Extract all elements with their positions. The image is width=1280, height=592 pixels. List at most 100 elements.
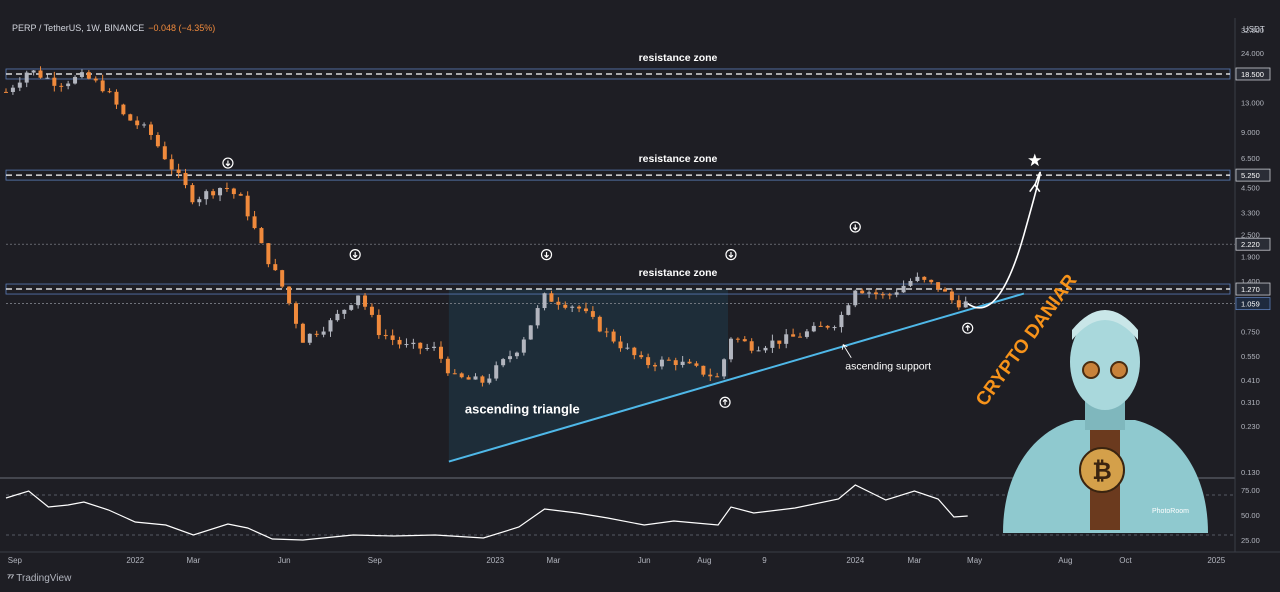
time-axis-tick: Aug bbox=[1058, 556, 1072, 565]
candle bbox=[31, 70, 36, 76]
candle bbox=[100, 74, 105, 93]
candle-body bbox=[943, 289, 948, 292]
arrow-circle bbox=[222, 157, 234, 169]
candle bbox=[749, 338, 754, 354]
price-axis-tick: 2.220 bbox=[1241, 240, 1260, 249]
candle bbox=[363, 293, 368, 310]
candle-body bbox=[853, 290, 858, 306]
candle-body bbox=[949, 291, 954, 301]
candle bbox=[653, 362, 658, 372]
candle bbox=[597, 315, 602, 333]
candle bbox=[300, 322, 305, 343]
candle-body bbox=[666, 359, 671, 361]
candle bbox=[735, 337, 740, 343]
candle bbox=[79, 69, 84, 79]
candle bbox=[238, 192, 243, 196]
candle bbox=[494, 361, 499, 381]
candle bbox=[666, 357, 671, 361]
candle-body bbox=[901, 285, 906, 293]
arrow-head bbox=[722, 398, 728, 403]
candle-body bbox=[825, 325, 830, 328]
up-arrow-circle-icon bbox=[962, 322, 974, 334]
candle bbox=[949, 288, 954, 304]
candle-body bbox=[148, 124, 153, 135]
price-axis-tick: 13.000 bbox=[1241, 98, 1264, 107]
arrow-circle bbox=[349, 249, 361, 261]
bitcoin-glyph: ₿ bbox=[1092, 458, 1112, 485]
candle-body bbox=[832, 327, 837, 329]
price-axis-tick: 5.250 bbox=[1241, 171, 1260, 180]
price-axis-tick: 0.550 bbox=[1241, 352, 1260, 361]
oscillator-axis-tick: 50.00 bbox=[1241, 511, 1260, 520]
bitcoin-coin-icon bbox=[1079, 447, 1125, 493]
candle bbox=[342, 309, 347, 319]
candle-body bbox=[273, 264, 278, 271]
candle bbox=[570, 305, 575, 313]
candle bbox=[701, 365, 706, 377]
candle bbox=[418, 342, 423, 355]
candle-body bbox=[10, 87, 15, 92]
candle bbox=[618, 335, 623, 352]
time-axis-tick: Mar bbox=[908, 556, 922, 565]
arrow-head bbox=[225, 163, 231, 167]
time-axis-tick: Jun bbox=[278, 556, 291, 565]
candle-body bbox=[694, 363, 699, 366]
price-tag bbox=[1235, 67, 1271, 81]
candle-body bbox=[798, 336, 803, 338]
up-arrow-circle-icon bbox=[719, 396, 731, 408]
candle bbox=[438, 341, 443, 363]
candle bbox=[4, 88, 8, 93]
candle-body bbox=[162, 146, 167, 160]
price-tag bbox=[1235, 237, 1271, 251]
candle-body bbox=[894, 292, 899, 295]
arrow-head bbox=[728, 254, 734, 259]
candle bbox=[280, 269, 285, 289]
candle bbox=[114, 89, 119, 109]
candle bbox=[604, 327, 609, 338]
time-axis-tick: 2024 bbox=[846, 556, 864, 565]
support-pointer-head bbox=[841, 344, 848, 350]
price-axis-tick: 1.400 bbox=[1241, 277, 1260, 286]
candle-body bbox=[687, 361, 692, 364]
figure-head bbox=[1070, 314, 1140, 410]
candle bbox=[646, 353, 651, 369]
candle bbox=[673, 357, 678, 371]
price-axis-tick: 0.130 bbox=[1241, 468, 1260, 477]
candle bbox=[390, 329, 395, 346]
candle bbox=[204, 189, 209, 205]
candle-body bbox=[549, 293, 554, 302]
candle-body bbox=[38, 70, 43, 78]
oscillator-axis-tick: 75.00 bbox=[1241, 486, 1260, 495]
tradingview-logo[interactable]: ⁷⁷ TradingView bbox=[7, 573, 71, 584]
candle bbox=[45, 74, 50, 79]
candle bbox=[224, 182, 229, 192]
candle-body bbox=[770, 340, 775, 348]
candle-body bbox=[218, 187, 223, 196]
currency-label[interactable]: USDT bbox=[1243, 25, 1265, 34]
candle bbox=[10, 84, 15, 95]
candle-body bbox=[376, 314, 381, 336]
price-axis-tick: 0.410 bbox=[1241, 376, 1260, 385]
candle-body bbox=[231, 188, 236, 195]
candle-body bbox=[763, 347, 768, 351]
candle-body bbox=[266, 243, 271, 265]
candle-body bbox=[887, 294, 892, 296]
projection-curve bbox=[967, 171, 1041, 309]
figure-hair bbox=[1072, 310, 1138, 340]
candle-body bbox=[777, 340, 782, 344]
candle-body bbox=[252, 216, 257, 229]
pattern-label: ascending triangle bbox=[465, 402, 580, 417]
candle-body bbox=[190, 185, 195, 203]
candle-body bbox=[452, 373, 457, 375]
price-axis-tick: 9.000 bbox=[1241, 128, 1260, 137]
candle-body bbox=[659, 359, 664, 367]
candle bbox=[218, 187, 223, 202]
candle-body bbox=[238, 194, 243, 196]
candle bbox=[556, 297, 561, 310]
candle-body bbox=[197, 199, 202, 203]
candle-body bbox=[397, 339, 402, 345]
candle-body bbox=[508, 356, 513, 360]
candle-body bbox=[383, 335, 388, 337]
candle-body bbox=[224, 187, 229, 189]
